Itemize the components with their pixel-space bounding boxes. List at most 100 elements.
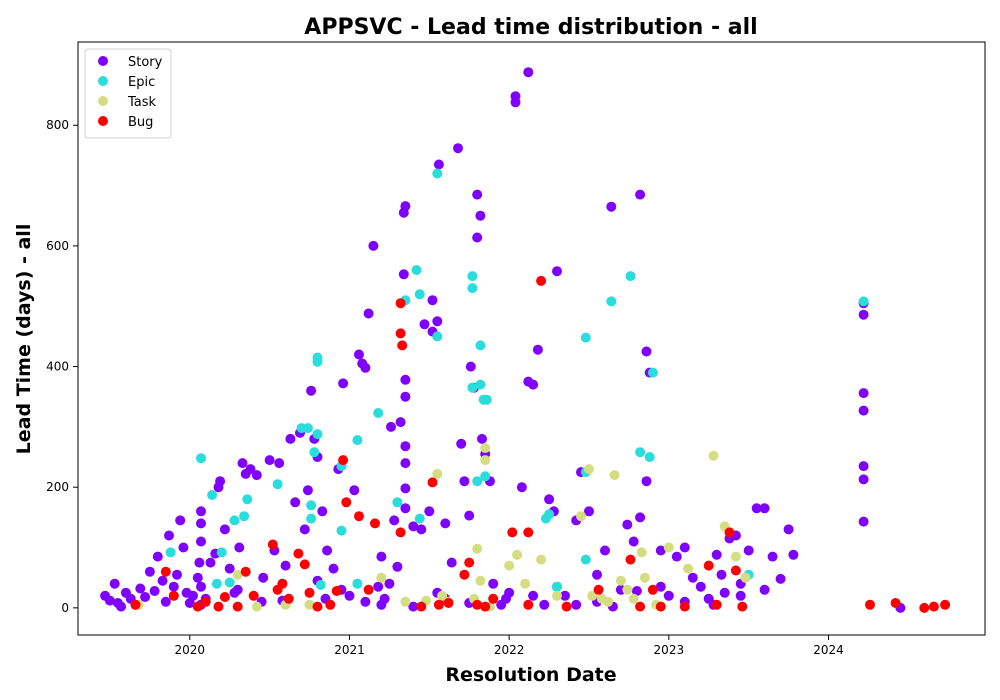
x-tick-label-3: 2023 bbox=[654, 643, 685, 657]
point-story-155 bbox=[858, 388, 869, 399]
point-story-24 bbox=[194, 557, 205, 568]
point-task-19 bbox=[520, 578, 531, 589]
point-epic-35 bbox=[475, 340, 486, 351]
point-story-38 bbox=[234, 542, 245, 553]
point-story-16 bbox=[168, 581, 179, 592]
point-task-6 bbox=[400, 596, 411, 607]
point-epic-33 bbox=[467, 382, 478, 393]
point-story-159 bbox=[858, 516, 869, 527]
point-story-93 bbox=[446, 557, 457, 568]
point-story-122 bbox=[584, 506, 594, 517]
x-tick-label-4: 2024 bbox=[813, 643, 844, 657]
point-bug-36 bbox=[480, 601, 491, 612]
point-story-138 bbox=[687, 572, 698, 583]
point-bug-56 bbox=[919, 602, 930, 613]
point-bug-58 bbox=[940, 599, 951, 610]
point-epic-22 bbox=[352, 578, 363, 589]
point-story-127 bbox=[622, 519, 633, 530]
point-bug-43 bbox=[593, 584, 604, 595]
point-bug-49 bbox=[703, 560, 714, 571]
point-story-80 bbox=[400, 441, 411, 452]
point-bug-14 bbox=[293, 548, 304, 559]
point-story-18 bbox=[175, 515, 186, 526]
point-bug-24 bbox=[370, 518, 380, 529]
y-tick-label-3: 600 bbox=[46, 239, 69, 253]
point-bug-10 bbox=[267, 539, 278, 550]
point-story-26 bbox=[196, 518, 206, 529]
point-story-14 bbox=[160, 596, 171, 607]
point-story-91 bbox=[433, 159, 444, 170]
point-epic-14 bbox=[309, 447, 320, 458]
point-story-60 bbox=[338, 378, 349, 389]
y-tick-label-2: 400 bbox=[46, 360, 69, 374]
point-story-123 bbox=[592, 569, 602, 580]
point-story-185 bbox=[528, 590, 539, 601]
point-story-87 bbox=[424, 506, 435, 517]
point-epic-4 bbox=[216, 547, 227, 558]
point-epic-13 bbox=[306, 513, 317, 524]
point-bug-4 bbox=[200, 596, 211, 607]
point-story-165 bbox=[384, 578, 395, 589]
point-story-164 bbox=[376, 599, 387, 610]
point-bug-37 bbox=[488, 593, 499, 604]
point-task-27 bbox=[609, 470, 620, 481]
point-bug-20 bbox=[338, 455, 349, 466]
point-story-48 bbox=[285, 433, 296, 444]
point-story-56 bbox=[317, 506, 328, 517]
point-epic-41 bbox=[544, 509, 555, 520]
point-bug-27 bbox=[397, 340, 408, 351]
point-story-82 bbox=[400, 483, 411, 494]
point-story-31 bbox=[205, 557, 216, 568]
point-story-149 bbox=[767, 551, 778, 562]
point-story-79 bbox=[400, 391, 411, 402]
point-story-148 bbox=[759, 503, 770, 514]
x-tick-label-2: 2022 bbox=[494, 643, 525, 657]
point-story-86 bbox=[419, 319, 430, 330]
y-tick-label-0: 0 bbox=[61, 601, 69, 615]
point-story-83 bbox=[400, 503, 411, 514]
point-task-23 bbox=[584, 464, 594, 475]
point-story-22 bbox=[188, 590, 198, 601]
point-bug-13 bbox=[283, 593, 294, 604]
point-story-19 bbox=[178, 542, 189, 553]
point-bug-39 bbox=[523, 527, 534, 538]
point-story-41 bbox=[245, 464, 256, 475]
x-axis-ticks: 2020 2021 2022 2023 2024 bbox=[175, 635, 844, 657]
point-story-129 bbox=[635, 189, 646, 200]
point-epic-48 bbox=[635, 447, 646, 458]
point-story-118 bbox=[552, 266, 562, 277]
point-task-34 bbox=[663, 542, 674, 553]
legend-label-task: Task bbox=[127, 95, 157, 110]
point-story-15 bbox=[164, 530, 174, 541]
y-tick-label-4: 800 bbox=[46, 118, 69, 132]
point-story-98 bbox=[465, 361, 476, 372]
point-epic-21 bbox=[352, 435, 363, 446]
point-story-2 bbox=[109, 578, 120, 589]
point-story-163 bbox=[360, 596, 371, 607]
point-story-62 bbox=[349, 485, 360, 496]
point-story-35 bbox=[219, 524, 230, 535]
point-task-36 bbox=[708, 450, 719, 461]
point-story-73 bbox=[392, 561, 403, 572]
point-story-4 bbox=[116, 601, 127, 612]
point-bug-23 bbox=[363, 584, 374, 595]
point-story-94 bbox=[453, 143, 463, 154]
point-story-42 bbox=[251, 470, 262, 481]
point-bug-30 bbox=[427, 477, 438, 488]
point-story-131 bbox=[641, 346, 652, 357]
point-story-9 bbox=[140, 592, 151, 602]
point-bug-33 bbox=[459, 569, 470, 580]
point-task-18 bbox=[512, 549, 523, 560]
point-story-179 bbox=[232, 584, 243, 595]
point-epic-52 bbox=[858, 296, 869, 307]
point-epic-2 bbox=[207, 490, 218, 500]
point-bug-21 bbox=[341, 497, 352, 508]
point-epic-30 bbox=[432, 331, 443, 342]
point-bug-53 bbox=[737, 601, 748, 612]
point-story-25 bbox=[196, 506, 206, 517]
point-story-110 bbox=[516, 482, 527, 493]
point-story-171 bbox=[571, 599, 582, 610]
point-story-58 bbox=[328, 563, 339, 574]
point-story-154 bbox=[858, 309, 869, 320]
